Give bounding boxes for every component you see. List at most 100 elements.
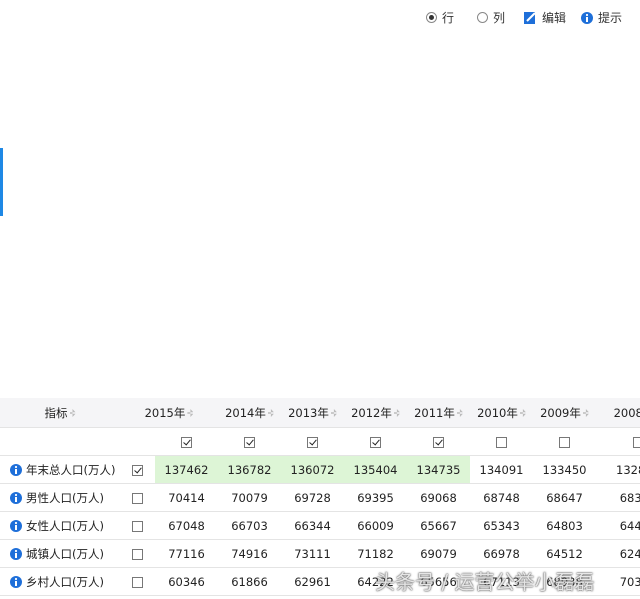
- header-text: 2010年: [477, 405, 518, 420]
- select-cell: [470, 427, 533, 456]
- row-label-cell: 城镇人口(万人): [0, 539, 120, 568]
- column-option[interactable]: 列: [477, 9, 505, 26]
- data-row: 女性人口(万人) 67048 66703 66344 66009 65667 65343 64…: [0, 511, 640, 540]
- value-cell: 61866: [218, 567, 281, 596]
- header-text: 2013年: [288, 405, 329, 420]
- value-cell: 64512: [533, 539, 596, 568]
- tips-button[interactable]: 提示: [581, 9, 622, 26]
- column-checkbox[interactable]: [632, 436, 640, 448]
- row-label-cell: 年末总人口(万人): [0, 455, 120, 484]
- value-cell: 67113: [470, 567, 533, 596]
- header-text: 2014年: [225, 405, 266, 420]
- sort-icon: [187, 409, 194, 417]
- value-cell: 68357: [596, 483, 640, 512]
- tips-label: 提示: [598, 11, 623, 25]
- value-cell: 67048: [155, 511, 218, 540]
- value-cell: 70079: [218, 483, 281, 512]
- info-dot: [14, 521, 18, 525]
- header-cell: 2015年: [120, 398, 218, 428]
- row-checkbox[interactable]: [132, 492, 143, 504]
- value-cell: 68748: [470, 483, 533, 512]
- sort-icon: [456, 409, 463, 417]
- row-option[interactable]: 行: [426, 9, 454, 26]
- info-icon: [10, 464, 22, 476]
- value-cell: 62961: [281, 567, 344, 596]
- value-cell: 133450: [533, 455, 596, 484]
- row-label: 行: [442, 11, 455, 25]
- row-select-cell: [120, 539, 155, 568]
- header-cell: 2013年: [281, 398, 344, 428]
- value-cell: 136072: [281, 455, 344, 484]
- header-text: 2015年: [144, 405, 186, 420]
- header-cell: 2008年: [596, 398, 640, 428]
- header-text: 2012年: [351, 405, 392, 420]
- data-row: 男性人口(万人) 70414 70079 69728 69395 69068 68748 68…: [0, 483, 640, 512]
- value-cell: 136782: [218, 455, 281, 484]
- info-bar: [15, 525, 17, 530]
- info-bar: [15, 497, 17, 502]
- info-icon: [10, 548, 22, 560]
- info-bar: [15, 469, 17, 474]
- value-cell: 65656: [407, 567, 470, 596]
- info-dot: [14, 577, 18, 581]
- header-text: 2008年: [613, 405, 640, 420]
- select-row: [0, 427, 640, 456]
- info-icon: [10, 492, 22, 504]
- value-cell: 71182: [344, 539, 407, 568]
- column-checkbox[interactable]: [307, 436, 318, 448]
- sort-icon: [519, 409, 526, 417]
- row-checkbox[interactable]: [132, 576, 143, 588]
- value-cell: 68938: [533, 567, 596, 596]
- row-checkbox[interactable]: [132, 464, 143, 476]
- column-label: 列: [493, 11, 506, 25]
- row-checkbox[interactable]: [132, 548, 143, 560]
- column-checkbox[interactable]: [433, 436, 444, 448]
- value-cell: 137462: [155, 455, 218, 484]
- column-checkbox[interactable]: [496, 436, 507, 448]
- edit-button[interactable]: 编辑: [523, 9, 566, 26]
- row-label: 女性人口(万人): [26, 518, 104, 533]
- header-cell: 2009年: [533, 398, 596, 428]
- value-cell: 60346: [155, 567, 218, 596]
- info-icon: [581, 11, 593, 24]
- column-checkbox[interactable]: [559, 436, 570, 448]
- value-cell: 64803: [533, 511, 596, 540]
- value-cell: 68647: [533, 483, 596, 512]
- row-checkbox[interactable]: [132, 520, 143, 532]
- column-checkbox[interactable]: [181, 436, 192, 448]
- value-cell: 66009: [344, 511, 407, 540]
- info-bar: [15, 553, 17, 558]
- row-select-cell: [120, 483, 155, 512]
- value-cell: 64445: [596, 511, 640, 540]
- select-cell: [407, 427, 470, 456]
- sort-icon: [393, 409, 400, 417]
- select-cell: [533, 427, 596, 456]
- value-cell: 69395: [344, 483, 407, 512]
- row-label: 乡村人口(万人): [26, 574, 104, 589]
- edit-icon: [524, 11, 536, 24]
- info-dot: [14, 465, 18, 469]
- value-cell: 74916: [218, 539, 281, 568]
- value-cell: 66703: [218, 511, 281, 540]
- value-cell: 134091: [470, 455, 533, 484]
- column-checkbox[interactable]: [370, 436, 381, 448]
- header-cell: 指标: [0, 398, 120, 428]
- info-bar: [15, 581, 17, 586]
- sort-icon: [69, 409, 76, 417]
- value-cell: 77116: [155, 539, 218, 568]
- value-cell: 73111: [281, 539, 344, 568]
- data-row: 乡村人口(万人) 60346 61866 62961 64222 65656 67113 68…: [0, 567, 640, 596]
- select-cell: [155, 427, 218, 456]
- value-cell: 132802: [596, 455, 640, 484]
- value-cell: 65667: [407, 511, 470, 540]
- select-cell: [596, 427, 640, 456]
- row-label: 男性人口(万人): [26, 490, 104, 505]
- column-checkbox[interactable]: [244, 436, 255, 448]
- data-table: 指标 2015年 2014年 2013年 2012年 2011年 2010年 2009年 200…: [0, 398, 640, 596]
- info-dot: [14, 549, 18, 553]
- header-text: 2009年: [540, 405, 581, 420]
- sort-icon: [330, 409, 337, 417]
- row-select-cell: [120, 511, 155, 540]
- info-icon: [10, 576, 22, 588]
- row-label-cell: 女性人口(万人): [0, 511, 120, 540]
